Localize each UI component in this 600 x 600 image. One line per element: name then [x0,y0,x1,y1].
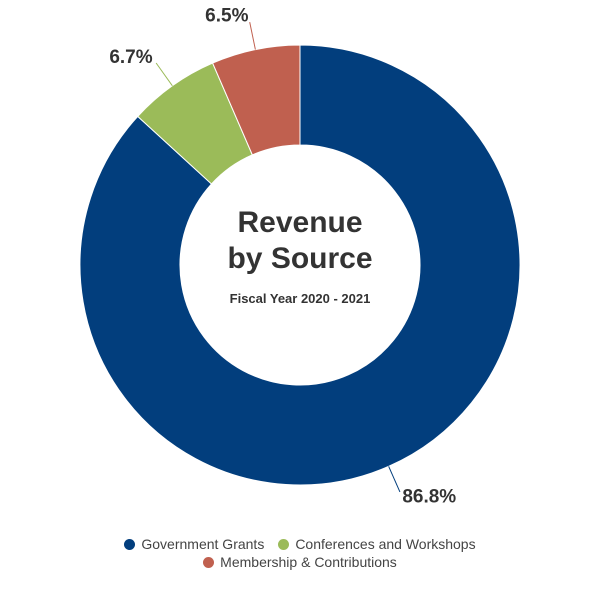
legend-swatch [278,538,290,550]
donut-segment [211,44,301,156]
value-label: 86.8% [402,486,456,507]
legend: Government Grants Conferences and Worksho… [90,536,510,570]
donut-segment [79,44,521,486]
legend-swatch [124,538,136,550]
value-label: 6.5% [205,5,248,26]
leader-line [155,62,173,87]
legend-label: Government Grants [141,536,265,552]
chart-subtitle: Fiscal Year 2020 - 2021 [229,291,371,306]
legend-label: Conferences and Workshops [295,536,476,552]
legend-item: Membership & Contributions [203,554,397,570]
legend-swatch [203,556,215,568]
leader-line [388,466,401,493]
chart-title: Revenue by Source [227,206,373,275]
legend-item: Conferences and Workshops [278,536,476,552]
leader-line [249,22,256,50]
center-label: Revenue by Source Fiscal Year 2020 - 202… [200,205,400,306]
legend-label: Membership & Contributions [220,554,397,570]
legend-item: Government Grants [124,536,264,552]
value-label: 6.7% [109,47,152,68]
